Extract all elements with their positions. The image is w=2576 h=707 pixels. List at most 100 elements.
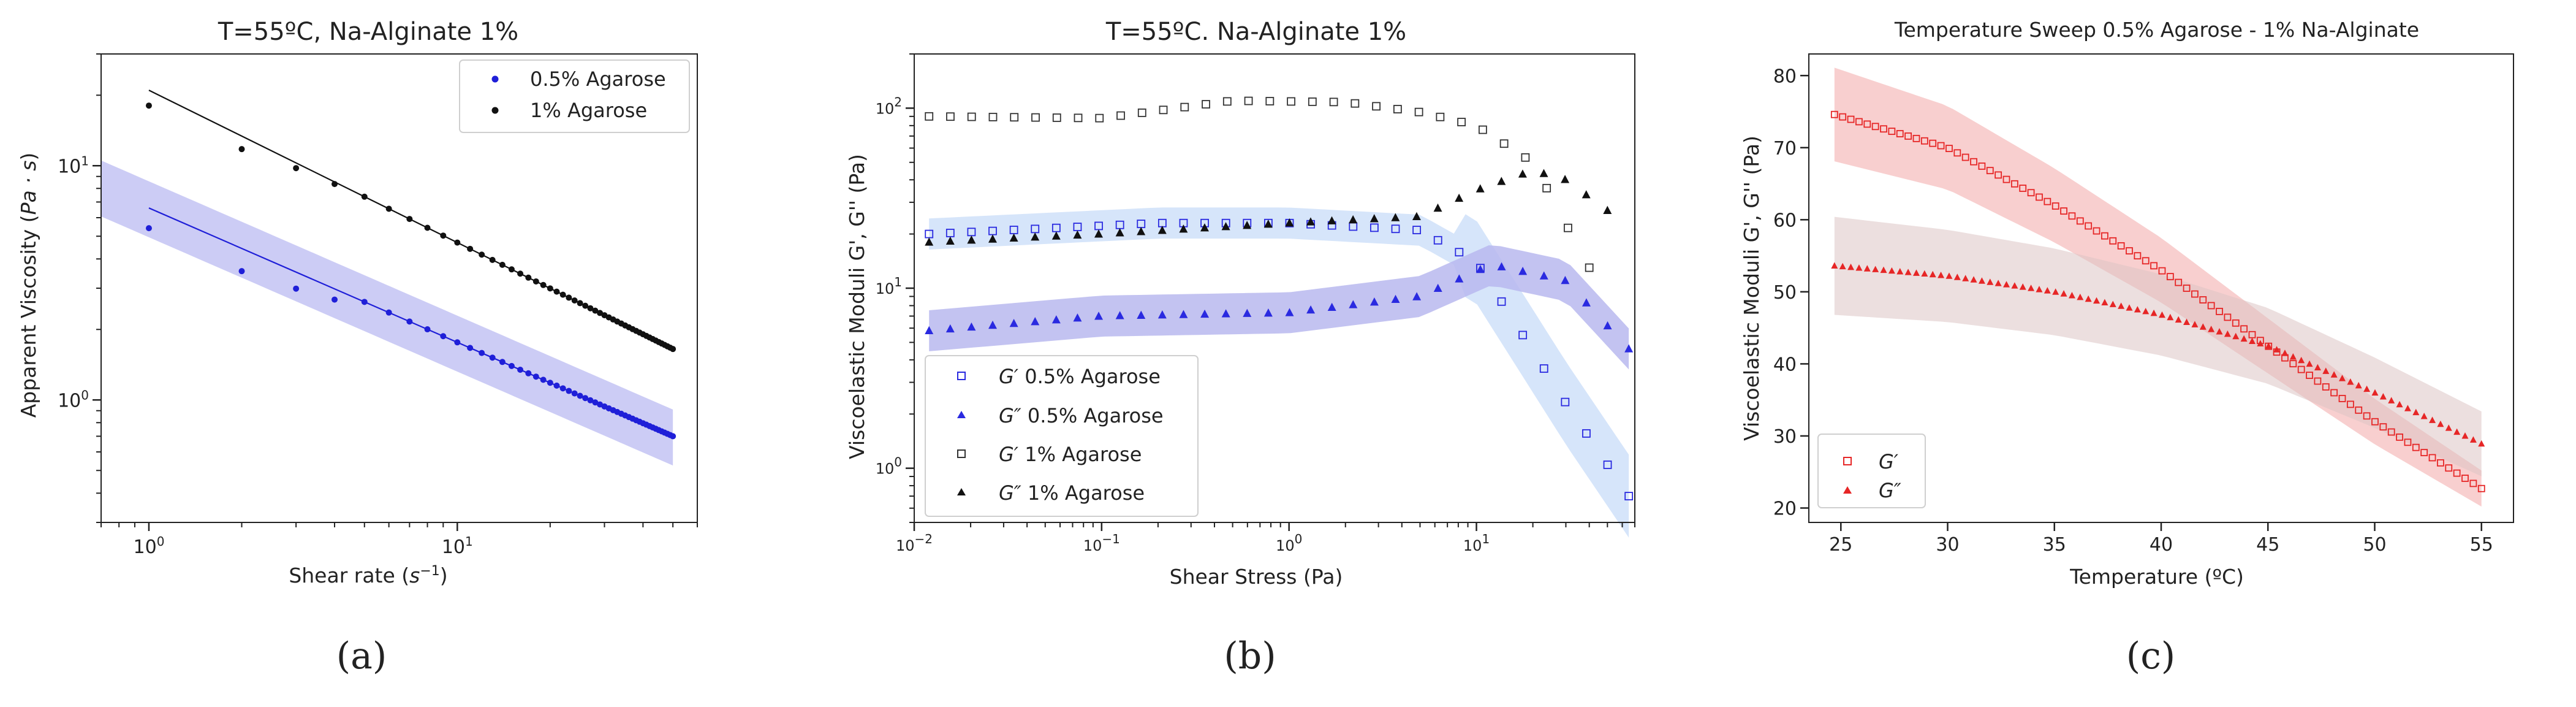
panel-c-g2-data-point (2101, 299, 2108, 306)
panel-c-g1-data-point (2289, 360, 2297, 368)
panel-b-g2-05-data-point (1263, 308, 1273, 317)
panel-c-g1-data-point (2379, 423, 2387, 431)
panel-c-g1-data-point (1978, 162, 1986, 170)
panel-c-g2-data-point (2273, 346, 2281, 353)
panel-b-g2-1-data-point (1327, 216, 1336, 224)
panel-b-g2-05-data-point (925, 326, 934, 335)
panel-c-g2-data-point (1970, 276, 1977, 283)
panel-b-g2-1-data-point (1263, 220, 1273, 228)
panel-a-05-agarose-data-point (145, 225, 152, 232)
panel-c-g1-data-point (2199, 296, 2207, 304)
panel-b-g2-1-data-point (1137, 227, 1146, 235)
panel-c-g2-data-point (2379, 393, 2387, 400)
panel-b-g2-1-data-point (1243, 221, 1252, 229)
panel-b-legend-marker-g1-1 (957, 449, 966, 458)
panel-c-g2-data-point (1872, 266, 1879, 272)
panel-a-05-agarose-data-point (424, 326, 431, 333)
panel-b-g1-05-data-point (1582, 429, 1591, 438)
panel-b-g2-05-data-point (967, 322, 976, 331)
panel-b-plot-area: 10−2 10−1 100 101 100 101 102 (876, 53, 1635, 554)
panel-b-title: T=55ºC. Na-Alginate 1% (1105, 18, 1406, 46)
panel-a-05-agarose-data-point (489, 354, 496, 361)
panel-b-legend-label-g1-05: G′ 0.5% Agarose (999, 365, 1161, 388)
panel-c-g1-data-point (1986, 167, 1994, 175)
panel-c-g1-data-point (2338, 395, 2346, 402)
panel-c-g2-data-point (2396, 400, 2403, 408)
panel-c-g1-data-point (2412, 443, 2420, 451)
panel-b-x-tick-label: 101 (1463, 532, 1490, 554)
panel-c-g2-data-point (2019, 283, 2026, 290)
panel-a-1-agarose-data-point (587, 305, 594, 311)
panel-b-g1-05-data-point (1370, 223, 1379, 232)
panel-a-05-agarose-data-point (293, 285, 300, 292)
panel-b-g1-1-data-point (1074, 113, 1083, 123)
panel-c-legend-marker-g2 (1843, 486, 1852, 494)
panel-c-g2-data-point (2371, 389, 2379, 396)
panel-c-g2-data-point (2150, 309, 2157, 316)
panel-c-g1-data-point (2371, 418, 2379, 426)
panel-c-g2-data-point (2461, 432, 2469, 439)
panel-c-x-axis-label: Temperature (ºC) (2069, 565, 2244, 589)
panel-a-05-agarose-data-point (582, 395, 589, 402)
panel-c-g2-data-point (1847, 263, 1855, 270)
panel-a-1-agarose-data-point (479, 251, 485, 258)
panel-c-plot-area: 25 30 35 40 45 50 55 20 30 40 50 60 70 80 (1773, 53, 2514, 556)
panel-b-legend-label-g2-05: G″ 0.5% Agarose (999, 404, 1164, 427)
panel-c-g1-data-point (2453, 469, 2461, 477)
panel-c-g1-data-point (2027, 189, 2035, 197)
panel-b-g1-05-data-point (1391, 224, 1400, 234)
panel-b-g2-1-data-point (1561, 175, 1570, 183)
panel-b-g2-1-data-point (1051, 231, 1061, 240)
panel-b-g2-05-data-point (1349, 300, 1358, 308)
panel-c: Temperature Sweep 0.5% Agarose - 1% Na-A… (1740, 18, 2514, 678)
panel-b-g2-1-data-point (1031, 232, 1040, 241)
panel-a-legend-label-1: 1% Agarose (530, 99, 647, 122)
panel-a: T=55ºC, Na-Alginate 1% 100 101 100 101 Shea… (17, 18, 698, 678)
panel-b-g2-1-data-point (1539, 169, 1548, 177)
panel-c-g2-data-point (2437, 420, 2444, 427)
panel-b-g2-05-data-point (1412, 292, 1422, 300)
panel-a-1-agarose-data-point (532, 278, 539, 285)
panel-c-g2-data-point (1855, 264, 1863, 271)
panel-b-g2-1-data-point (1476, 184, 1485, 193)
panel-b-g1-05-data-point (1603, 461, 1612, 469)
panel-c-g1-data-point (1953, 149, 1961, 157)
panel-b-g2-05-data-point (1137, 310, 1146, 319)
panel-c-g1-data-point (1888, 128, 1896, 136)
panel-c-g1-data-point (2101, 232, 2108, 240)
panel-b-legend: G′ 0.5% Agarose G″ 0.5% Agarose G′ 1% Ag… (925, 355, 1199, 517)
panel-c-g2-data-point (2224, 330, 2231, 337)
panel-c-g1-data-point (2346, 400, 2354, 408)
panel-a-1-agarose-data-point (670, 346, 676, 353)
panel-c-g2-data-point (2306, 360, 2313, 367)
panel-c-y-tick-label: 80 (1773, 66, 1797, 87)
panel-c-g2-data-point (2248, 337, 2256, 344)
panel-b-g2-1-data-point (1518, 169, 1527, 178)
panel-c-g1-data-point (2002, 175, 2010, 183)
panel-c-g1-data-point (2477, 484, 2485, 492)
panel-c-g2-data-point (2347, 378, 2354, 385)
panel-b-g2-1-data-point (1009, 233, 1018, 242)
panel-c-g1-data-point (2420, 449, 2428, 456)
panel-a-05-agarose-data-point (566, 388, 572, 394)
panel-b-g1-1-data-point (1202, 100, 1210, 109)
panel-a-05-agarose-data-point (440, 333, 447, 340)
panel-b-g1-05-confidence-band (929, 207, 1629, 538)
panel-c-g2-data-point (2158, 311, 2165, 318)
panel-b-g1-05-data-point (1497, 297, 1506, 306)
panel-c-g2-data-point (1945, 272, 1953, 279)
panel-b-g1-05-data-point (1624, 492, 1634, 500)
panel-c-x-tick-label: 30 (1936, 534, 1959, 556)
panel-b-g2-1-data-point (1582, 190, 1591, 199)
panel-b-g2-05-confidence-band (929, 245, 1629, 370)
panel-a-1-agarose-data-point (499, 261, 506, 268)
panel-c-y-axis-label: Viscoelastic Moduli G', G'' (Pa) (1740, 136, 1763, 441)
panel-c-letter: (c) (2126, 635, 2175, 678)
panel-c-title: Temperature Sweep 0.5% Agarose - 1% Na-A… (1894, 18, 2419, 42)
panel-c-g1-data-point (2224, 313, 2232, 321)
panel-c-g1-data-point (2142, 257, 2150, 265)
panel-a-legend-marker-05 (491, 75, 499, 83)
panel-a-letter: (a) (336, 635, 387, 678)
panel-b-g2-1-data-point (945, 236, 955, 245)
panel-b-g2-05-data-point (1009, 318, 1018, 327)
